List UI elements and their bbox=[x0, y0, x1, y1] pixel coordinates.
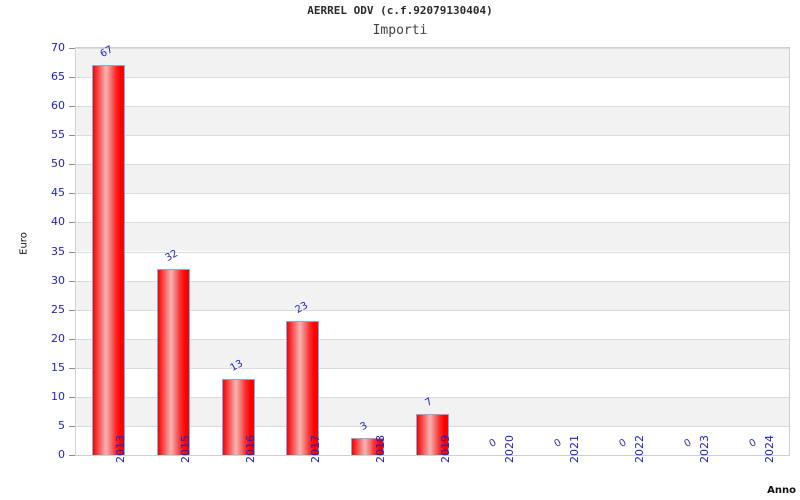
bar[interactable] bbox=[91, 65, 125, 455]
y-axis-tick-label: 30 bbox=[51, 273, 65, 287]
plot-band bbox=[76, 106, 789, 136]
plot-band bbox=[76, 280, 789, 310]
y-axis-tick-mark bbox=[69, 252, 75, 253]
y-axis-tick-mark bbox=[69, 135, 75, 136]
gridline bbox=[76, 135, 789, 136]
y-axis-tick-mark bbox=[69, 339, 75, 340]
gridline bbox=[76, 397, 789, 398]
y-axis-tick-label: 10 bbox=[51, 389, 65, 403]
y-axis-tick-mark bbox=[69, 222, 75, 223]
x-axis-tick-label: 2017 bbox=[308, 435, 322, 463]
x-axis-tick-label: 2024 bbox=[762, 435, 776, 463]
gridline bbox=[76, 164, 789, 165]
chart-subtitle: Importi bbox=[372, 23, 428, 38]
bar[interactable] bbox=[156, 268, 190, 455]
plot-band bbox=[76, 338, 789, 368]
y-axis-tick-label: 50 bbox=[51, 157, 65, 171]
y-axis-tick-label: 35 bbox=[51, 244, 65, 258]
x-axis-tick-label: 2019 bbox=[438, 435, 452, 463]
gridline bbox=[76, 339, 789, 340]
y-axis-tick-label: 55 bbox=[51, 128, 65, 142]
y-axis-tick-label: 70 bbox=[51, 41, 65, 54]
y-axis-tick-mark bbox=[69, 397, 75, 398]
y-axis-tick-mark bbox=[69, 106, 75, 107]
y-axis-tick-mark bbox=[69, 426, 75, 427]
gridline bbox=[76, 281, 789, 282]
gridline bbox=[76, 193, 789, 194]
plot-band bbox=[76, 48, 789, 78]
bar[interactable] bbox=[221, 379, 255, 455]
x-axis-tick-label: 2023 bbox=[697, 435, 711, 463]
plot-band bbox=[76, 222, 789, 252]
gridline bbox=[76, 310, 789, 311]
y-axis-tick-mark bbox=[69, 368, 75, 369]
y-axis-tick-label: 60 bbox=[51, 99, 65, 113]
gridline bbox=[76, 222, 789, 223]
gridline bbox=[76, 77, 789, 78]
y-axis-tick-mark bbox=[69, 455, 75, 456]
chart-title: AERREL ODV (c.f.92079130404) bbox=[307, 4, 493, 17]
x-axis-tick-label: 2018 bbox=[373, 435, 387, 463]
y-axis-tick-label: 45 bbox=[51, 186, 65, 200]
x-axis-tick-label: 2013 bbox=[114, 435, 128, 463]
gridline bbox=[76, 368, 789, 369]
y-axis-tick-mark bbox=[69, 164, 75, 165]
y-axis-tick-label: 25 bbox=[51, 302, 65, 316]
plot-band bbox=[76, 164, 789, 194]
x-axis-tick-label: 2021 bbox=[568, 435, 582, 463]
y-axis-tick-mark bbox=[69, 48, 75, 49]
gridline bbox=[76, 252, 789, 253]
bar[interactable] bbox=[351, 437, 385, 455]
y-axis-tick-label: 20 bbox=[51, 331, 65, 345]
bar[interactable] bbox=[286, 321, 320, 455]
y-axis-tick-label: 5 bbox=[58, 418, 65, 432]
x-axis-tick-label: 2016 bbox=[244, 435, 258, 463]
x-axis-tick-label: 2022 bbox=[632, 435, 646, 463]
y-axis-tick-label: 65 bbox=[51, 70, 65, 84]
y-axis-tick-mark bbox=[69, 77, 75, 78]
y-axis-tick-mark bbox=[69, 310, 75, 311]
x-axis-tick-label: 2020 bbox=[503, 435, 517, 463]
y-axis-tick-mark bbox=[69, 193, 75, 194]
x-axis-title: Anno bbox=[767, 485, 796, 496]
y-axis-tick-label: 0 bbox=[58, 448, 65, 461]
gridline bbox=[76, 106, 789, 107]
x-axis-tick-label: 2015 bbox=[179, 435, 193, 463]
y-axis-tick-label: 40 bbox=[51, 215, 65, 229]
plot-area bbox=[75, 47, 790, 456]
gridline bbox=[76, 48, 789, 49]
bar[interactable] bbox=[416, 414, 449, 455]
y-axis-tick-label: 15 bbox=[51, 360, 65, 374]
y-axis-tick-mark bbox=[69, 281, 75, 282]
